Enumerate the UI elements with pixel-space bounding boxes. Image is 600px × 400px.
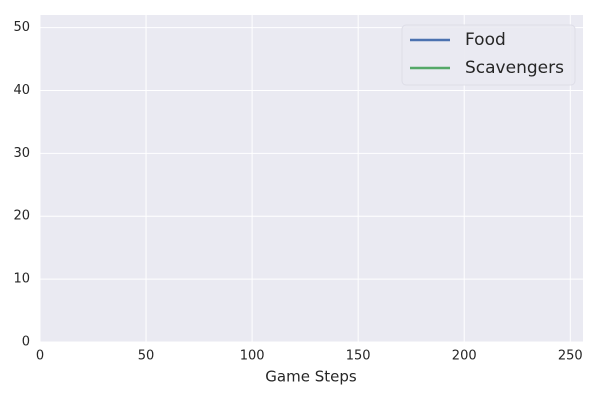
x-tick-label: 0 bbox=[36, 349, 44, 364]
y-tick-label: 20 bbox=[13, 209, 30, 224]
legend-label: Food bbox=[465, 30, 506, 50]
x-tick-label: 100 bbox=[240, 349, 265, 364]
x-tick-label: 250 bbox=[558, 349, 583, 364]
x-tick-label: 50 bbox=[138, 349, 155, 364]
x-tick-label: 150 bbox=[346, 349, 371, 364]
legend-label: Scavengers bbox=[465, 58, 564, 78]
x-tick-label: 200 bbox=[452, 349, 477, 364]
y-tick-label: 10 bbox=[13, 272, 30, 287]
y-tick-label: 50 bbox=[13, 20, 30, 35]
x-axis-label: Game Steps bbox=[265, 368, 357, 386]
y-tick-label: 40 bbox=[13, 83, 30, 98]
y-tick-label: 30 bbox=[13, 146, 30, 161]
y-tick-label: 0 bbox=[22, 335, 30, 350]
